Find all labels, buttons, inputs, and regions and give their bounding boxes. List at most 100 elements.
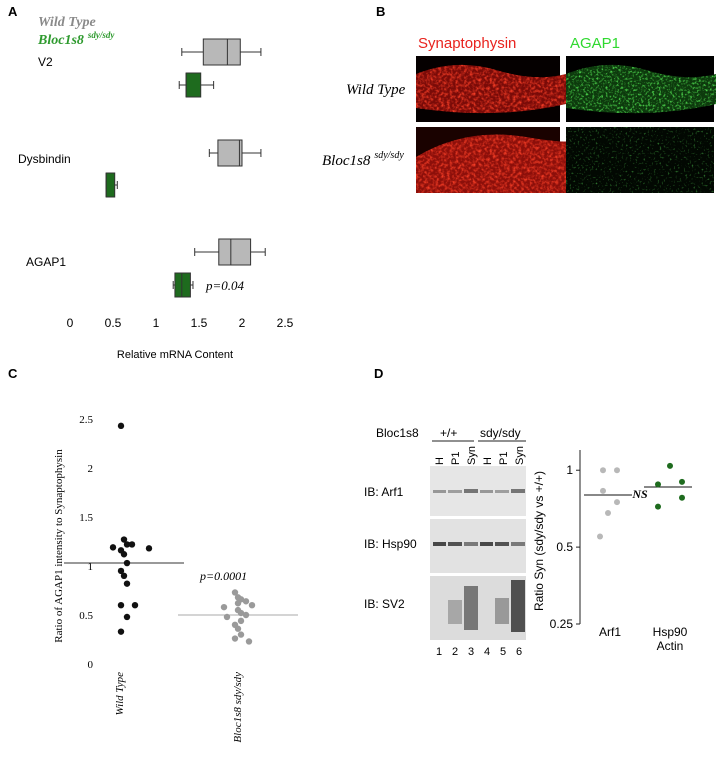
x-tick-label: 2 bbox=[239, 316, 246, 330]
y-tick-label: 0.5 bbox=[79, 610, 93, 622]
panel-label-b: B bbox=[376, 4, 385, 19]
blot-label-hsp90: IB: Hsp90 bbox=[364, 537, 417, 551]
box-iqr bbox=[218, 238, 252, 266]
data-point bbox=[123, 580, 131, 587]
x-tick-label: 1.5 bbox=[191, 316, 208, 330]
data-point bbox=[131, 602, 139, 609]
legend-bloc1s8-main: Bloc1s8 bbox=[37, 33, 84, 48]
p-value-annotation-a: p=0.04 bbox=[205, 278, 245, 293]
data-point bbox=[600, 487, 606, 494]
blot-label-arf1: IB: Arf1 bbox=[364, 485, 404, 499]
data-point bbox=[600, 467, 606, 474]
category-label-v2: V2 bbox=[38, 55, 53, 69]
data-point bbox=[117, 602, 125, 609]
blot-bands-hsp90 bbox=[433, 542, 525, 546]
y-tick-label: 1 bbox=[88, 561, 94, 573]
x-category-arf1: Arf1 bbox=[599, 625, 621, 639]
fraction-label: Syn bbox=[514, 446, 526, 465]
fraction-label: P1 bbox=[498, 452, 510, 465]
scatter-points-c bbox=[64, 422, 298, 645]
y-tick-label: 2 bbox=[88, 463, 94, 475]
box-iqr bbox=[185, 72, 202, 98]
lane-number: 5 bbox=[500, 646, 506, 658]
box-series-group bbox=[105, 38, 266, 298]
box-iqr bbox=[202, 38, 241, 66]
lane-number: 2 bbox=[452, 646, 458, 658]
y-tick-label: 2.5 bbox=[79, 414, 93, 426]
data-point bbox=[605, 510, 611, 517]
data-point bbox=[237, 609, 245, 617]
lane-number: 6 bbox=[516, 646, 522, 658]
panel-d-scatter: 0.25 0.5 1 Ratio Syn (sdy/sdy vs +/+) NS A… bbox=[532, 450, 692, 653]
fraction-label: P1 bbox=[450, 452, 462, 465]
y-tick-label: 0.5 bbox=[556, 540, 573, 554]
panel-a-boxplot: Wild Type Bloc1s8 sdy/sdy V2 Dysbindin AG… bbox=[18, 15, 294, 361]
blot-label-sv2: IB: SV2 bbox=[364, 597, 405, 611]
data-point bbox=[679, 494, 685, 501]
panel-d-western-blot: Bloc1s8 +/+ sdy/sdy H P1 Syn H P1 Syn IB: Arf… bbox=[364, 426, 526, 658]
data-point bbox=[120, 572, 128, 579]
fraction-label: H bbox=[482, 457, 494, 465]
row-label-bloc1s8-main: Bloc1s8 bbox=[322, 153, 371, 169]
data-point bbox=[655, 481, 661, 488]
row-label-bloc1s8-sup: sdy/sdy bbox=[374, 150, 404, 161]
data-point bbox=[679, 478, 685, 485]
panel-label-a: A bbox=[8, 4, 18, 19]
y-tick-label: 0 bbox=[88, 659, 94, 671]
data-point bbox=[655, 503, 661, 510]
panel-label-d: D bbox=[374, 366, 383, 381]
category-label-dysbindin: Dysbindin bbox=[18, 152, 71, 166]
column-label-synaptophysin: Synaptophysin bbox=[418, 35, 516, 52]
data-point bbox=[231, 589, 239, 596]
data-point bbox=[242, 598, 250, 605]
data-point bbox=[667, 462, 673, 469]
data-point bbox=[220, 603, 228, 611]
x-category-part: Hsp90 bbox=[653, 625, 688, 639]
data-point bbox=[120, 551, 128, 558]
data-point bbox=[223, 613, 231, 621]
box-iqr bbox=[217, 139, 243, 167]
y-tick-label: 1.5 bbox=[79, 512, 93, 524]
y-tick-label: 0.25 bbox=[550, 617, 574, 631]
panel-b-micrographs: Synaptophysin AGAP1 Wild Type Bloc1s8 sdy… bbox=[322, 35, 716, 193]
micrograph-mutant-agap1 bbox=[566, 127, 714, 193]
p-value-annotation-c: p=0.0001 bbox=[199, 569, 247, 583]
data-point bbox=[123, 613, 131, 621]
panel-label-c: C bbox=[8, 366, 18, 381]
box-iqr bbox=[174, 272, 191, 298]
row-label-wild-type: Wild Type bbox=[346, 82, 406, 98]
y-axis-ticks-c: 0 0.5 1 1.5 2 2.5 bbox=[79, 414, 93, 671]
data-point bbox=[123, 559, 131, 567]
data-point bbox=[597, 533, 603, 540]
data-point bbox=[242, 611, 250, 619]
data-point bbox=[248, 602, 256, 609]
x-axis-ticks-a: 0 0.5 1 1.5 2 2.5 bbox=[67, 316, 294, 330]
micrograph-wt-synaptophysin bbox=[416, 56, 566, 122]
fraction-label: Syn bbox=[466, 446, 478, 465]
data-point bbox=[234, 600, 242, 607]
data-point bbox=[614, 467, 620, 474]
data-point bbox=[145, 545, 153, 552]
blot-wt-genotype: +/+ bbox=[440, 426, 457, 440]
box-iqr bbox=[105, 172, 116, 198]
x-tick-label: 2.5 bbox=[277, 316, 294, 330]
row-label-bloc1s8: Bloc1s8 sdy/sdy bbox=[322, 150, 404, 169]
legend-wild-type: Wild Type bbox=[38, 15, 96, 30]
data-point bbox=[117, 628, 125, 635]
lane-number: 1 bbox=[436, 646, 442, 658]
lane-number: 4 bbox=[484, 646, 490, 658]
y-axis-label-c: Ratio of AGAP1 intensity to Synaptophysi… bbox=[53, 449, 65, 643]
x-category-hsp90-actin: Hsp90 Actin bbox=[653, 625, 688, 653]
x-category-bloc1s8: Bloc1s8 sdy/sdy bbox=[232, 672, 244, 743]
y-tick-label: 1 bbox=[566, 463, 573, 477]
lane-number: 3 bbox=[468, 646, 474, 658]
legend-bloc1s8-sup: sdy/sdy bbox=[87, 30, 116, 40]
data-point bbox=[117, 567, 125, 575]
y-axis-label-d: Ratio Syn (sdy/sdy vs +/+) bbox=[532, 471, 546, 611]
category-label-agap1: AGAP1 bbox=[26, 255, 66, 269]
data-point bbox=[120, 536, 128, 543]
data-point bbox=[117, 422, 125, 430]
blot-mut-genotype: sdy/sdy bbox=[480, 426, 521, 440]
